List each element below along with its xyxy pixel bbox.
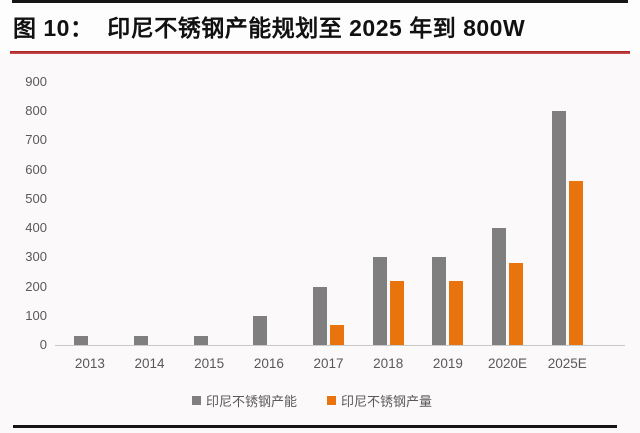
bar-group-2015 xyxy=(179,80,239,345)
x-tick-label-2017: 2017 xyxy=(313,356,344,371)
bar-group-2017 xyxy=(299,80,359,345)
bar-capacity-2019 xyxy=(432,257,447,345)
x-tick-label-2016: 2016 xyxy=(253,356,284,371)
bar-output-2020E xyxy=(509,263,524,345)
x-tick-label-2013: 2013 xyxy=(74,356,105,371)
y-tick-label: 600 xyxy=(25,161,47,177)
y-tick-label: 200 xyxy=(25,278,47,294)
x-tick-label-2019: 2019 xyxy=(432,356,463,371)
bar-output-2025E xyxy=(568,181,583,345)
legend-label: 印尼不锈钢产量 xyxy=(341,394,433,409)
x-axis-line xyxy=(55,345,625,346)
legend-item-capacity: 印尼不锈钢产能 xyxy=(191,391,297,410)
x-axis-labels: 2013 2014 2015 2016 2017 2018 2019 2020E 2025E xyxy=(60,356,597,371)
legend-swatch-icon xyxy=(327,396,336,405)
top-rule xyxy=(12,0,628,3)
bar-capacity-2013 xyxy=(74,336,89,345)
bar-group-2016 xyxy=(239,80,299,345)
legend-label: 印尼不锈钢产能 xyxy=(205,394,297,409)
bar-capacity-2025E xyxy=(551,111,566,345)
y-tick-label: 800 xyxy=(25,103,47,119)
bar-capacity-2016 xyxy=(253,315,268,345)
bottom-rule xyxy=(13,425,617,428)
y-tick-label: 300 xyxy=(25,249,47,265)
y-tick-label: 400 xyxy=(25,220,47,236)
legend-swatch-icon xyxy=(191,396,201,405)
y-tick-label: 500 xyxy=(25,190,47,206)
title-underline-rule xyxy=(10,51,630,54)
x-tick-label-2020E: 2020E xyxy=(488,356,528,371)
bar-output-2018 xyxy=(389,280,404,345)
y-tick-label: 900 xyxy=(25,74,47,89)
chart-legend: 印尼不锈钢产能 印尼不锈钢产量 xyxy=(0,391,624,410)
plot-area xyxy=(60,80,597,345)
x-tick-label-2025E: 2025E xyxy=(547,356,587,371)
bar-group-2018 xyxy=(358,80,418,345)
bar-capacity-2018 xyxy=(372,257,387,345)
bar-group-2025E xyxy=(537,80,597,345)
figure-header: 图 10： 印尼不锈钢产能规划至 2025 年到 800W xyxy=(0,0,640,54)
bar-group-2014 xyxy=(120,80,180,345)
y-tick-label: 0 xyxy=(39,337,47,352)
legend-item-output: 印尼不锈钢产量 xyxy=(327,391,432,410)
bar-capacity-2017 xyxy=(313,286,328,345)
x-tick-label-2018: 2018 xyxy=(373,356,404,371)
y-tick-label: 100 xyxy=(25,307,47,323)
bar-capacity-2020E xyxy=(492,228,507,345)
bar-capacity-2015 xyxy=(193,336,208,345)
x-tick-label-2014: 2014 xyxy=(134,356,165,371)
bar-output-2017 xyxy=(330,324,345,345)
bar-output-2019 xyxy=(449,280,464,345)
x-tick-label-2015: 2015 xyxy=(194,356,225,371)
bar-capacity-2014 xyxy=(134,336,148,345)
bar-group-2020E xyxy=(478,80,538,345)
bar-group-2013 xyxy=(60,80,120,345)
y-tick-label: 700 xyxy=(25,132,47,148)
figure-title: 图 10： 印尼不锈钢产能规划至 2025 年到 800W xyxy=(13,15,526,41)
bar-group-2019 xyxy=(418,80,478,345)
